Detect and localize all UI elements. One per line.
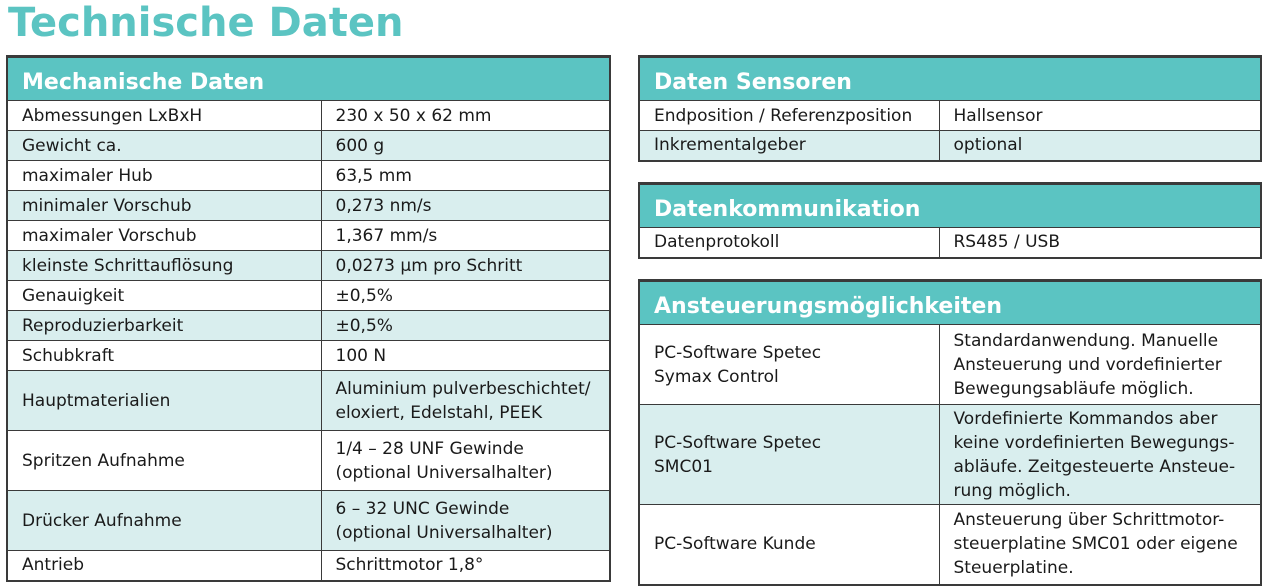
row-label: kleinste Schrittauflösung xyxy=(7,250,322,281)
row-value: 0,0273 µm pro Schritt xyxy=(321,250,610,281)
row-value: 230 x 50 x 62 mm xyxy=(321,100,610,131)
table-row: PC-Software Spetec SMC01 Vordefinierte Ko… xyxy=(639,404,1261,505)
row-label: PC-Software Spetec Symax Control xyxy=(639,324,940,405)
row-label: Spritzen Aufnahme xyxy=(7,430,322,491)
row-value: 100 N xyxy=(321,340,610,371)
table-row: PC-Software Kunde Ansteuerung über Schrit… xyxy=(639,504,1261,585)
table-row: kleinste Schrittauflösung 0,0273 µm pro S… xyxy=(7,250,610,281)
row-value: optional xyxy=(939,130,1261,161)
control-options-header: Ansteuerungsmöglichkeiten xyxy=(639,279,1261,325)
table-row: Drücker Aufnahme 6 – 32 UNC Gewinde (opti… xyxy=(7,490,610,551)
table-row: Reproduzierbarkeit ±0,5% xyxy=(7,310,610,341)
row-label: Hauptmaterialien xyxy=(7,370,322,431)
row-value: Aluminium pulverbeschichtet/ eloxiert, E… xyxy=(321,370,610,431)
row-value: 1,367 mm/s xyxy=(321,220,610,251)
table-row: maximaler Vorschub 1,367 mm/s xyxy=(7,220,610,251)
row-value: 600 g xyxy=(321,130,610,161)
row-value: ±0,5% xyxy=(321,310,610,341)
page-title: Technische Daten xyxy=(8,0,404,46)
row-label: maximaler Hub xyxy=(7,160,322,191)
row-value: Hallsensor xyxy=(939,100,1261,131)
row-label: Drücker Aufnahme xyxy=(7,490,322,551)
row-value: Standardanwendung. Manuelle Ansteuerung … xyxy=(939,324,1261,405)
table-row: Spritzen Aufnahme 1/4 – 28 UNF Gewinde (o… xyxy=(7,430,610,491)
mechanical-data-header: Mechanische Daten xyxy=(7,55,610,101)
communication-header: Datenkommunikation xyxy=(639,182,1262,228)
row-label: Reproduzierbarkeit xyxy=(7,310,322,341)
sensor-data-header: Daten Sensoren xyxy=(639,55,1261,101)
table-row: Inkrementalgeber optional xyxy=(639,130,1261,161)
row-value: 0,273 nm/s xyxy=(321,190,610,221)
row-label: PC-Software Kunde xyxy=(639,504,940,585)
table-row: Abmessungen LxBxH 230 x 50 x 62 mm xyxy=(7,100,610,131)
table-row: Datenprotokoll RS485 / USB xyxy=(639,227,1262,258)
table-row: PC-Software Spetec Symax Control Standard… xyxy=(639,324,1261,405)
row-label: Schubkraft xyxy=(7,340,322,371)
table-row: maximaler Hub 63,5 mm xyxy=(7,160,610,191)
row-label: minimaler Vorschub xyxy=(7,190,322,221)
table-row: Gewicht ca. 600 g xyxy=(7,130,610,161)
row-label: maximaler Vorschub xyxy=(7,220,322,251)
row-value: Ansteuerung über Schrittmotor- steuerpla… xyxy=(939,504,1261,585)
table-row: Genauigkeit ±0,5% xyxy=(7,280,610,311)
mechanical-data-table: Mechanische Daten Abmessungen LxBxH 230 x… xyxy=(6,55,611,582)
row-label: Gewicht ca. xyxy=(7,130,322,161)
row-value: 6 – 32 UNC Gewinde (optional Universalha… xyxy=(321,490,610,551)
table-row: Schubkraft 100 N xyxy=(7,340,610,371)
row-value: Vordefinierte Kommandos aber keine vorde… xyxy=(939,404,1261,505)
table-row: Endposition / Referenzposition Hallsensor xyxy=(639,100,1261,131)
row-value: ±0,5% xyxy=(321,280,610,311)
row-value: 63,5 mm xyxy=(321,160,610,191)
row-value: 1/4 – 28 UNF Gewinde (optional Universal… xyxy=(321,430,610,491)
communication-table: Datenkommunikation Datenprotokoll RS485 /… xyxy=(638,182,1263,259)
control-options-table: Ansteuerungsmöglichkeiten PC-Software Sp… xyxy=(638,279,1262,586)
row-label: Inkrementalgeber xyxy=(639,130,940,161)
row-label: Abmessungen LxBxH xyxy=(7,100,322,131)
row-label: Genauigkeit xyxy=(7,280,322,311)
row-value: Schrittmotor 1,8° xyxy=(321,550,610,581)
row-label: Antrieb xyxy=(7,550,322,581)
table-row: Hauptmaterialien Aluminium pulverbeschich… xyxy=(7,370,610,431)
table-row: minimaler Vorschub 0,273 nm/s xyxy=(7,190,610,221)
table-row: Antrieb Schrittmotor 1,8° xyxy=(7,550,610,581)
row-label: PC-Software Spetec SMC01 xyxy=(639,404,940,505)
row-label: Datenprotokoll xyxy=(639,227,940,258)
row-label: Endposition / Referenzposition xyxy=(639,100,940,131)
sensor-data-table: Daten Sensoren Endposition / Referenzpos… xyxy=(638,55,1262,162)
row-value: RS485 / USB xyxy=(939,227,1262,258)
